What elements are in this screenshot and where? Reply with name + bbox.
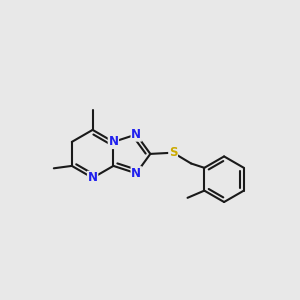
Text: N: N <box>108 135 118 148</box>
Text: N: N <box>131 128 141 141</box>
Text: N: N <box>88 171 98 184</box>
Text: N: N <box>131 167 141 180</box>
Text: S: S <box>169 146 177 159</box>
